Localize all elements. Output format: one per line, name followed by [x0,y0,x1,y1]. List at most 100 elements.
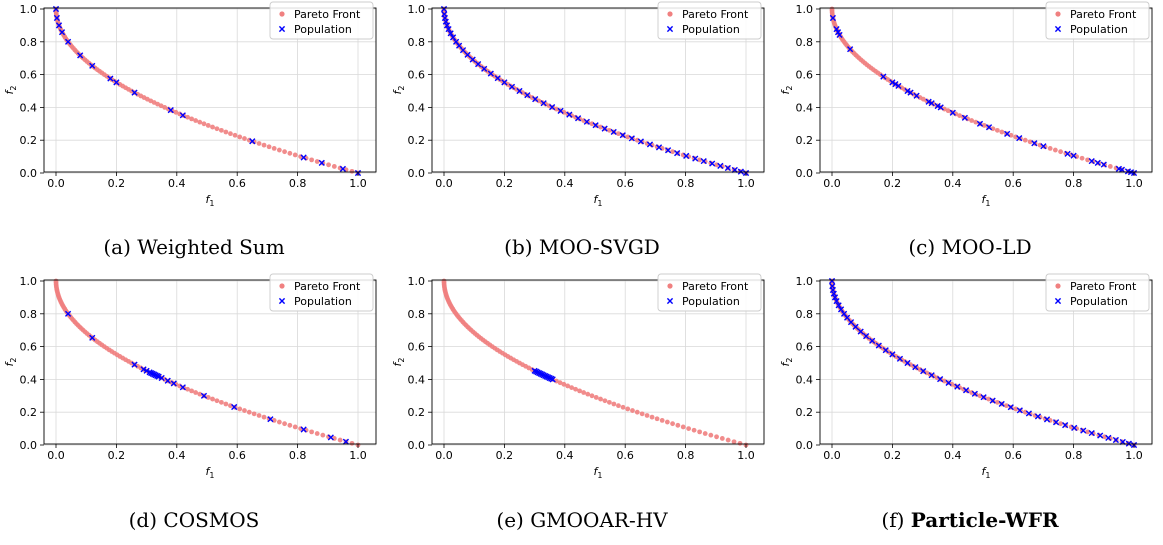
population-point [847,46,854,53]
population-point [1052,419,1060,426]
pareto-front-point [214,126,220,132]
x-tick-label: 0.0 [435,449,453,462]
x-marker-stroke [549,104,556,111]
pareto-front-point [553,378,559,384]
x-axis-label: f1 [982,193,991,208]
population-point [1064,150,1071,157]
x-marker-stroke [443,22,451,29]
population-point [249,138,256,145]
population-point [52,5,60,13]
legend: Pareto Front Population [1045,1,1150,40]
pareto-front-point [990,126,996,132]
pareto-front-point [193,390,199,395]
population-point [140,366,147,373]
pareto-front-point [309,157,315,163]
y-tick-label: 0.0 [20,439,38,452]
pareto-front-point [173,109,179,115]
population-point [833,25,840,33]
population-point [664,147,672,154]
pareto-front-point [282,149,287,155]
population-point [655,144,663,151]
population-point [1034,413,1042,420]
x-marker-stroke [646,141,654,148]
pareto-front-point [1022,137,1028,143]
y-tick-label: 1.0 [408,3,426,16]
population-point [962,387,970,394]
x-marker-stroke [1054,25,1062,33]
x-tick-label: 0.4 [944,449,962,462]
y-tick-label: 0.4 [408,101,426,114]
population-point [828,277,836,285]
x-tick-label: 0.8 [1065,177,1083,190]
y-tick-label: 0.4 [20,101,38,114]
x-tick-label: 0.0 [435,177,453,190]
x-tick-label: 0.4 [168,449,186,462]
y-tick-label: 0.4 [408,373,426,386]
pareto-front-point [218,399,224,405]
population-point [481,65,488,72]
pareto-front-point [197,391,203,397]
y-tick-label: 0.0 [20,167,38,180]
population-point [920,368,927,375]
x-marker-stroke [574,115,582,122]
x-marker-stroke [1064,150,1071,157]
x-marker-stroke [464,51,471,58]
y-tick-label: 0.6 [796,341,814,354]
population-point [637,138,644,145]
y-tick-label: 1.0 [20,3,38,16]
pareto-front-point [242,136,247,141]
population-point [1088,157,1095,165]
x-marker-stroke [1043,416,1051,423]
x-axis-label: f1 [206,465,215,480]
pareto-front-point [686,426,692,431]
x-marker-stroke [1016,135,1023,142]
pareto-front-point [670,149,675,155]
pareto-front-point [639,411,645,417]
pareto-front-point [941,106,947,112]
y-tick-label: 0.6 [408,69,426,82]
population-point [342,438,350,445]
x-tick-label: 0.8 [1065,449,1083,462]
population-point [179,112,186,119]
x-marker-stroke [945,379,952,386]
x-marker-stroke [847,319,855,326]
caption-label: (d) [128,508,158,532]
population-point [549,104,556,111]
population-point [945,379,952,386]
caption-name: Weighted Sum [137,235,285,259]
y-axis-label: f2 [779,358,794,367]
x-marker-stroke [113,79,120,86]
legend-label-population: Population [682,295,740,308]
pareto-front-point [349,440,355,446]
chart-d: 0.0 0.2 0.4 0.6 0.8 1.0 0.0 0.2 0.4 0.6 0.8 1.0 f1 f2… [3,273,377,480]
y-axis-label: f2 [391,358,406,367]
x-marker-stroke [976,120,984,127]
y-tick-label: 0.6 [796,69,814,82]
plot-frame [43,279,377,445]
pareto-front-point [598,396,603,402]
chart-b: 0.0 0.2 0.4 0.6 0.8 1.0 0.0 0.2 0.4 0.6 0.8 1.0 f1 f2… [391,1,765,208]
x-tick-label: 1.0 [349,449,367,462]
x-tick-label: 0.4 [168,177,186,190]
population-point [724,164,731,172]
legend: Pareto Front Population [269,1,374,40]
chart-e: 0.0 0.2 0.4 0.6 0.8 1.0 0.0 0.2 0.4 0.6 0.8 1.0 f1 f2… [391,273,765,480]
x-axis-label: f1 [594,193,603,208]
pareto-front-point [697,157,703,163]
x-axis-label: f1 [982,465,991,480]
x-marker-stroke [913,92,920,99]
population-point [896,355,904,362]
population-point [1062,422,1069,429]
y-tick-label: 1.0 [408,275,426,288]
legend-marker-population [278,297,286,305]
population-point [1025,410,1032,417]
pareto-front-point [292,152,298,158]
x-marker-stroke [895,82,902,90]
x-marker-stroke [700,157,707,165]
y-tick-label: 0.2 [796,134,814,147]
x-marker-stroke [447,30,454,37]
x-marker-stroke [58,29,66,36]
legend: Pareto Front Population [657,1,762,40]
legend: Pareto Front Population [1045,273,1150,312]
x-marker-stroke [1034,413,1042,420]
